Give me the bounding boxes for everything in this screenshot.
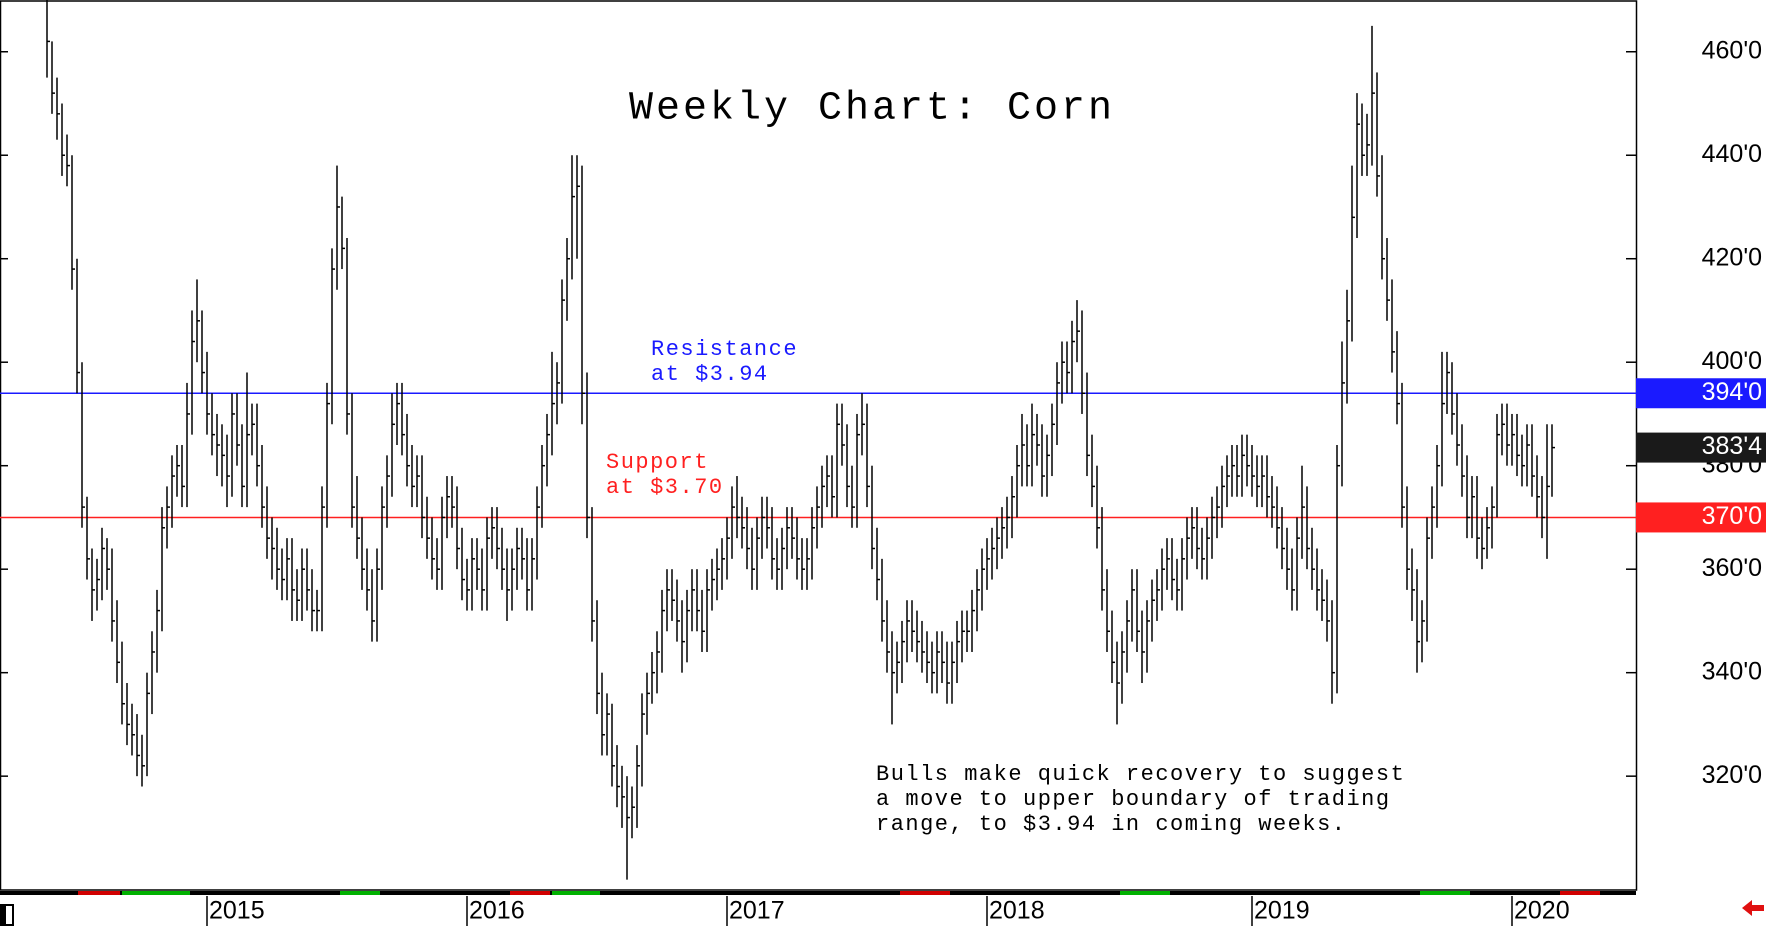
scroll-thumb [1,905,6,925]
x-tick-label: 2020 [1514,897,1570,925]
annotation: at $3.70 [606,475,724,500]
level-tag [1636,502,1766,533]
y-tick-label: 420'0 [1702,243,1762,271]
annotation: Support [606,450,709,475]
level-tag [1636,378,1766,409]
last-price-tag [1636,432,1766,463]
annotation: range, to $3.94 in coming weeks. [876,812,1346,837]
y-tick-label: 360'0 [1702,554,1762,582]
y-tick-label: 460'0 [1702,36,1762,64]
x-tick-label: 2015 [209,897,265,925]
annotation: Resistance [651,337,798,362]
annotation: at $3.94 [651,362,769,387]
annotation: a move to upper boundary of trading [876,787,1391,812]
chart-title: Weekly Chart: Corn [629,87,1115,132]
bars [46,0,1555,880]
last-price-label: 383'4 [1702,432,1762,460]
level-tag-label: 370'0 [1702,502,1762,530]
annotation: Bulls make quick recovery to suggest [876,762,1405,787]
y-tick-label: 440'0 [1702,140,1762,168]
y-tick-label: 400'0 [1702,347,1762,375]
x-tick-label: 2019 [1254,897,1310,925]
x-tick-label: 2016 [469,897,525,925]
y-tick-label: 340'0 [1702,657,1762,685]
x-tick-label: 2017 [729,897,785,925]
x-tick-label: 2018 [989,897,1045,925]
scroll-arrow[interactable] [1742,900,1764,916]
y-tick-label: 320'0 [1702,761,1762,789]
level-tag-label: 394'0 [1702,378,1762,406]
